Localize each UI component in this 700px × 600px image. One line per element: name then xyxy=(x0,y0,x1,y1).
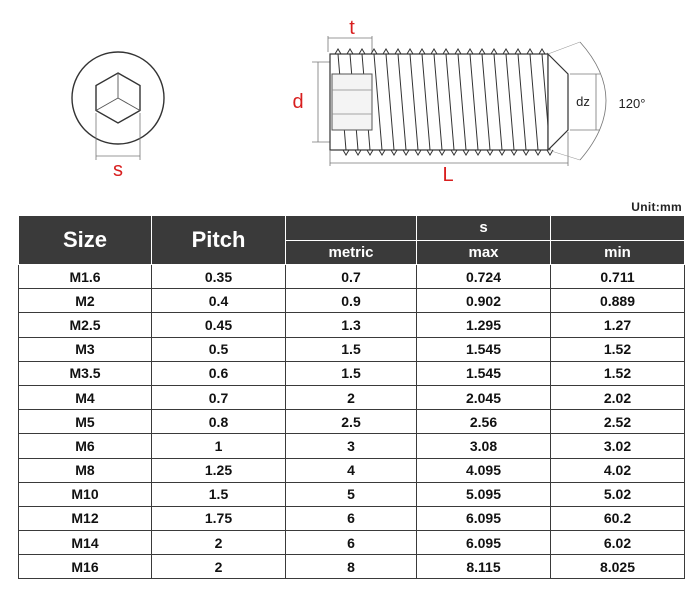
table-row: M5 0.8 2.5 2.56 2.52 xyxy=(18,409,685,435)
table-row: M8 1.25 4 4.095 4.02 xyxy=(18,457,685,483)
size-cell: M3.5 xyxy=(18,360,152,386)
pitch-cell: 2 xyxy=(151,554,286,580)
max-cell: 1.545 xyxy=(416,336,551,362)
max-cell: 6.095 xyxy=(416,505,551,532)
s-dimension-label: s xyxy=(113,159,123,181)
metric-cell: 2 xyxy=(285,384,417,411)
size-cell: M2 xyxy=(18,288,152,314)
min-cell: 3.02 xyxy=(550,433,685,459)
pitch-cell: 0.7 xyxy=(151,384,286,411)
pitch-cell: 0.6 xyxy=(151,360,286,386)
header-pitch: Pitch xyxy=(151,215,286,265)
pitch-cell: 1.75 xyxy=(151,505,286,532)
angle-label: 120° xyxy=(619,96,646,111)
min-cell: 2.52 xyxy=(550,409,685,435)
header-s-group: s xyxy=(416,215,551,241)
max-cell: 3.08 xyxy=(416,433,551,459)
max-cell: 0.724 xyxy=(416,263,551,290)
metric-cell: 8 xyxy=(285,554,417,580)
max-cell: 1.295 xyxy=(416,312,551,338)
min-cell: 1.27 xyxy=(550,312,685,338)
metric-cell: 4 xyxy=(285,457,417,483)
size-cell: M16 xyxy=(18,554,152,580)
pitch-cell: 0.4 xyxy=(151,288,286,314)
min-cell: 1.52 xyxy=(550,360,685,386)
dz-dimension-label: dz xyxy=(576,94,590,109)
min-cell: 0.711 xyxy=(550,263,685,290)
table-row: M6 1 3 3.08 3.02 xyxy=(18,433,685,459)
metric-cell: 1.5 xyxy=(285,336,417,362)
side-view: t d L dz 120° xyxy=(292,17,645,186)
header-size: Size xyxy=(18,215,152,265)
metric-cell: 3 xyxy=(285,433,417,459)
pitch-cell: 1.25 xyxy=(151,457,286,483)
header-max: max xyxy=(416,239,551,265)
size-cell: M2.5 xyxy=(18,312,152,338)
max-cell: 4.095 xyxy=(416,457,551,483)
metric-cell: 1.3 xyxy=(285,312,417,338)
size-cell: M5 xyxy=(18,409,152,435)
pitch-cell: 0.35 xyxy=(151,263,286,290)
max-cell: 1.545 xyxy=(416,360,551,386)
size-cell: M8 xyxy=(18,457,152,483)
table-row: M3.5 0.6 1.5 1.545 1.52 xyxy=(18,360,685,386)
max-cell: 2.56 xyxy=(416,409,551,435)
metric-cell: 2.5 xyxy=(285,409,417,435)
min-cell: 2.02 xyxy=(550,384,685,411)
size-cell: M4 xyxy=(18,384,152,411)
d-dimension-label: d xyxy=(292,91,303,113)
pitch-cell: 0.45 xyxy=(151,312,286,338)
table-row: M10 1.5 5 5.095 5.02 xyxy=(18,481,685,507)
metric-cell: 5 xyxy=(285,481,417,507)
metric-cell: 6 xyxy=(285,505,417,532)
L-dimension-label: L xyxy=(442,164,453,186)
size-cell: M10 xyxy=(18,481,152,507)
min-cell: 6.02 xyxy=(550,530,685,556)
t-dimension-label: t xyxy=(349,17,355,39)
unit-note: Unit:mm xyxy=(631,200,682,214)
table-row: M14 2 6 6.095 6.02 xyxy=(18,530,685,556)
max-cell: 6.095 xyxy=(416,530,551,556)
min-cell: 5.02 xyxy=(550,481,685,507)
min-cell: 8.025 xyxy=(550,554,685,580)
size-cell: M1.6 xyxy=(18,263,152,290)
table-row: M2.5 0.45 1.3 1.295 1.27 xyxy=(18,312,685,338)
metric-cell: 1.5 xyxy=(285,360,417,386)
max-cell: 0.902 xyxy=(416,288,551,314)
end-view: s xyxy=(71,51,165,181)
max-cell: 5.095 xyxy=(416,481,551,507)
header-min: min xyxy=(550,239,685,265)
table-row: M12 1.75 6 6.095 60.2 xyxy=(18,505,685,532)
metric-cell: 0.7 xyxy=(285,263,417,290)
header-metric: metric xyxy=(285,239,417,265)
min-cell: 4.02 xyxy=(550,457,685,483)
min-cell: 1.52 xyxy=(550,336,685,362)
metric-cell: 0.9 xyxy=(285,288,417,314)
max-cell: 2.045 xyxy=(416,384,551,411)
technical-drawing: s t d L dz 120° xyxy=(71,17,645,186)
pitch-cell: 0.5 xyxy=(151,336,286,362)
pitch-cell: 0.8 xyxy=(151,409,286,435)
table-row: M16 2 8 8.115 8.025 xyxy=(18,554,685,580)
header-s-blank-right xyxy=(550,215,685,241)
min-cell: 0.889 xyxy=(550,288,685,314)
min-cell: 60.2 xyxy=(550,505,685,532)
size-cell: M3 xyxy=(18,336,152,362)
size-cell: M14 xyxy=(18,530,152,556)
table-row: M2 0.4 0.9 0.902 0.889 xyxy=(18,288,685,314)
pitch-cell: 1.5 xyxy=(151,481,286,507)
max-cell: 8.115 xyxy=(416,554,551,580)
table-row: M1.6 0.35 0.7 0.724 0.711 xyxy=(18,263,685,290)
header-s-blank xyxy=(285,215,417,241)
metric-cell: 6 xyxy=(285,530,417,556)
pitch-cell: 2 xyxy=(151,530,286,556)
size-cell: M6 xyxy=(18,433,152,459)
table-row: M4 0.7 2 2.045 2.02 xyxy=(18,384,685,411)
table-row: M3 0.5 1.5 1.545 1.52 xyxy=(18,336,685,362)
size-cell: M12 xyxy=(18,505,152,532)
spec-table: Size Pitch s metric max min M1.6 0.35 0.7 0… xyxy=(18,215,685,580)
pitch-cell: 1 xyxy=(151,433,286,459)
